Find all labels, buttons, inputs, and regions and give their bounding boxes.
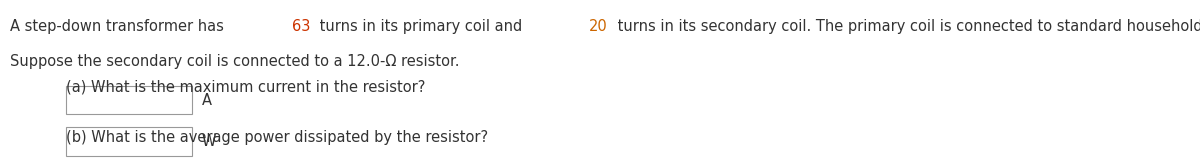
Text: turns in its secondary coil. The primary coil is connected to standard household: turns in its secondary coil. The primary…: [613, 19, 1200, 34]
Text: (a) What is the maximum current in the resistor?: (a) What is the maximum current in the r…: [66, 80, 425, 94]
Text: W: W: [202, 134, 216, 149]
Text: 63: 63: [292, 19, 310, 34]
Text: Suppose the secondary coil is connected to a 12.0-Ω resistor.: Suppose the secondary coil is connected …: [10, 54, 460, 69]
Text: (b) What is the average power dissipated by the resistor?: (b) What is the average power dissipated…: [66, 130, 488, 145]
FancyBboxPatch shape: [66, 127, 192, 156]
Text: A: A: [202, 93, 211, 108]
Text: turns in its primary coil and: turns in its primary coil and: [316, 19, 527, 34]
FancyBboxPatch shape: [66, 86, 192, 114]
Text: A step-down transformer has: A step-down transformer has: [10, 19, 228, 34]
Text: 20: 20: [589, 19, 607, 34]
